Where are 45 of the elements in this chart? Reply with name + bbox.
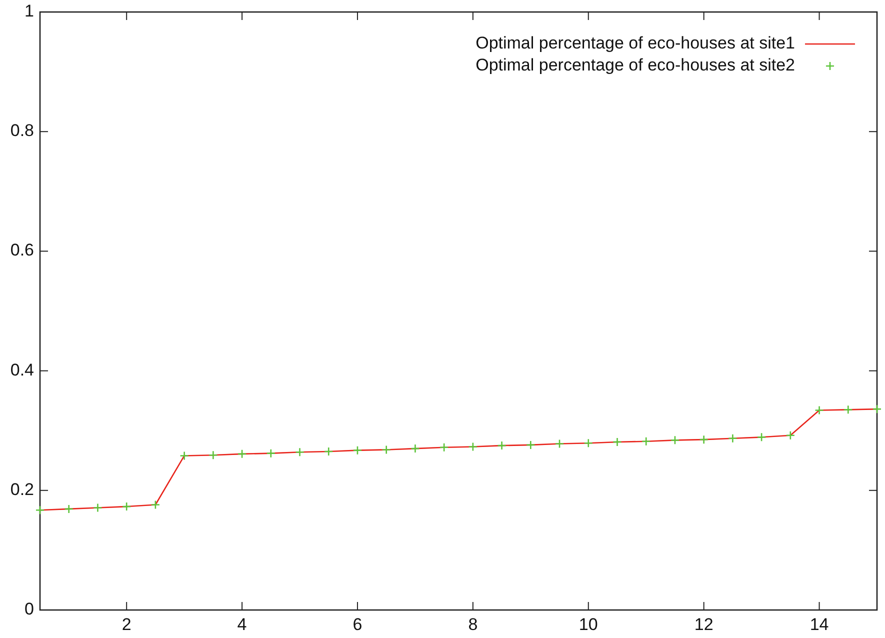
point [872, 404, 882, 414]
y-tick-label: 0.2 [10, 480, 34, 499]
point [728, 434, 738, 444]
point [180, 451, 189, 460]
point [814, 406, 824, 415]
x-tick-label: 10 [578, 615, 598, 634]
point [439, 442, 449, 452]
point [497, 440, 506, 450]
x-tick-label: 6 [352, 615, 362, 634]
x-tick-label: 12 [694, 615, 714, 634]
y-tick-label: 0 [24, 599, 34, 618]
point [295, 447, 304, 457]
point [670, 436, 680, 445]
point [526, 440, 536, 450]
x-tick-label: 4 [237, 615, 247, 634]
point [324, 446, 334, 456]
point [150, 500, 160, 510]
point [786, 430, 796, 440]
point [843, 405, 853, 414]
legend-label: Optimal percentage of eco-houses at site1 [476, 33, 795, 52]
point [612, 437, 622, 447]
point [410, 444, 420, 454]
point [382, 445, 391, 454]
x-tick-label: 2 [122, 615, 132, 634]
point [122, 502, 132, 512]
point [208, 450, 218, 460]
point [554, 439, 564, 448]
point [756, 432, 766, 442]
x-tick-label: 14 [810, 615, 829, 634]
x-tick-label: 8 [468, 615, 478, 634]
point [699, 434, 708, 444]
point [93, 503, 102, 512]
y-tick-label: 0.8 [10, 121, 34, 140]
point [64, 504, 74, 514]
point [641, 436, 651, 446]
legend-label: Optimal percentage of eco-houses at site2 [476, 55, 795, 74]
point [237, 449, 247, 459]
point [266, 448, 276, 458]
point [35, 505, 45, 515]
y-tick-label: 1 [24, 1, 34, 20]
point [584, 438, 594, 448]
point [352, 446, 362, 455]
y-tick-label: 0.6 [10, 240, 34, 260]
y-tick-label: 0.4 [10, 360, 34, 380]
point [468, 442, 478, 452]
